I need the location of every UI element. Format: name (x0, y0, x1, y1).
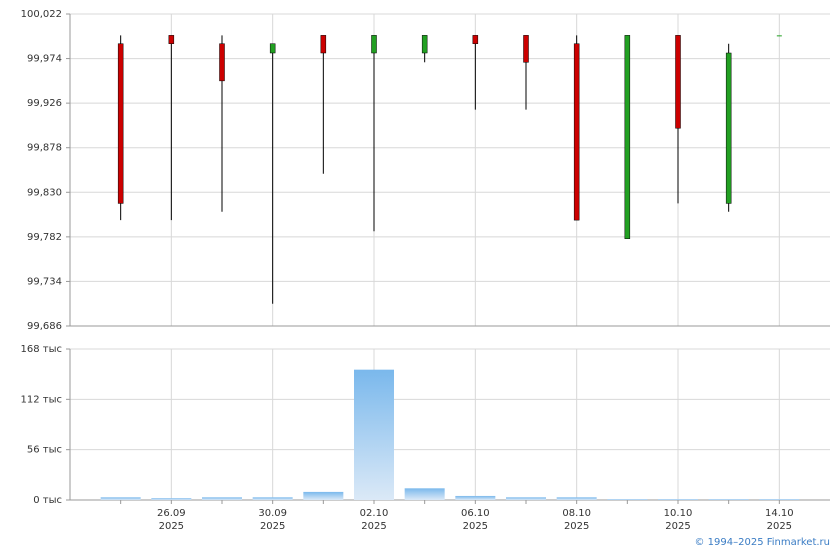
x-tick-label: 14.10 (765, 508, 794, 519)
y-tick-label: 99,734 (27, 276, 62, 287)
y-tick-label: 56 тыс (27, 445, 62, 456)
x-tick-year: 2025 (260, 521, 285, 532)
candle-body (776, 35, 782, 37)
x-tick-year: 2025 (159, 521, 184, 532)
candle-body (523, 35, 529, 63)
volume-bar (455, 495, 496, 500)
candle-body (675, 35, 681, 129)
y-tick-label: 0 тыс (33, 495, 62, 506)
x-tick-label: 08.10 (562, 508, 591, 519)
candle-body (320, 35, 327, 54)
volume-bar (556, 497, 597, 500)
x-tick-year: 2025 (767, 521, 792, 532)
candle-body (371, 35, 377, 54)
y-tick-label: 112 тыс (21, 394, 62, 405)
volume-bar (354, 369, 394, 500)
volume-bar (607, 499, 648, 500)
candle-body (269, 43, 276, 54)
x-tick-label: 02.10 (360, 508, 389, 519)
volume-bar (658, 499, 698, 500)
x-tick-label: 30.09 (258, 508, 287, 519)
copyright: © 1994–2025 Finmarket.ru (694, 537, 830, 548)
x-tick-year: 2025 (665, 521, 690, 532)
x-tick-label: 26.09 (157, 508, 186, 519)
y-tick-label: 99,830 (27, 187, 62, 198)
x-tick-year: 2025 (463, 521, 488, 532)
candle-body (472, 35, 479, 44)
x-tick-year: 2025 (564, 521, 589, 532)
volume-bar (252, 497, 293, 500)
volume-bar (708, 499, 749, 500)
candle-body (168, 35, 175, 44)
y-tick-label: 168 тыс (21, 344, 62, 355)
volume-bar (506, 497, 546, 500)
y-tick-label: 99,926 (27, 98, 62, 109)
volume-bar (759, 499, 800, 500)
volume-bar (404, 488, 445, 500)
candle-body (725, 52, 732, 204)
candle-body (421, 35, 428, 54)
x-tick-year: 2025 (361, 521, 386, 532)
x-tick-label: 10.10 (664, 508, 693, 519)
y-tick-label: 100,022 (21, 9, 62, 20)
x-tick-label: 06.10 (461, 508, 490, 519)
candle-body (624, 35, 631, 239)
candle-body (219, 43, 225, 82)
volume-bar (100, 497, 141, 500)
volume-bar (151, 498, 192, 500)
y-tick-label: 99,974 (27, 54, 62, 65)
candle-body (573, 43, 580, 221)
y-tick-label: 99,782 (27, 232, 62, 243)
volume-bar (303, 491, 344, 500)
candle-body (117, 43, 124, 204)
y-tick-label: 99,686 (27, 321, 62, 332)
y-tick-label: 99,878 (27, 143, 62, 154)
volume-bar (202, 497, 242, 500)
